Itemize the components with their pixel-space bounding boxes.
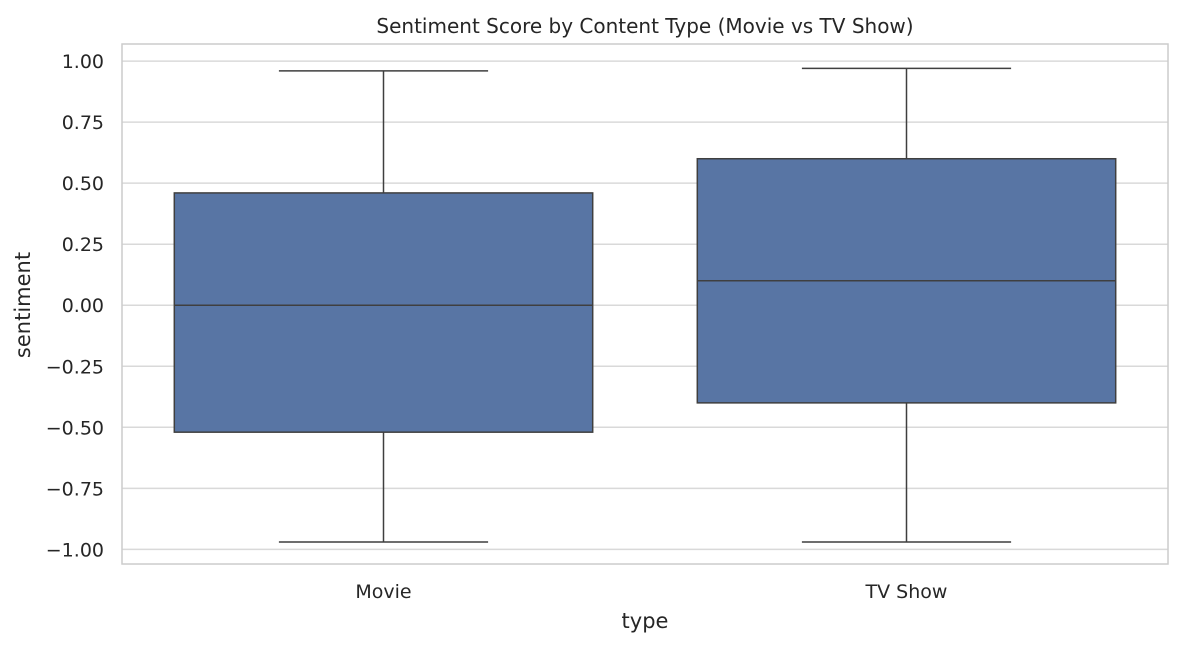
y-tick-label: −1.00 <box>46 539 104 561</box>
y-tick-label: −0.50 <box>46 417 104 439</box>
y-tick-label: 0.75 <box>62 112 104 134</box>
y-axis-label: sentiment <box>11 252 35 358</box>
plot-frame <box>121 43 1169 565</box>
y-tick-label: −0.25 <box>46 356 104 378</box>
y-tick-label: 0.00 <box>62 295 104 317</box>
chart-title: Sentiment Score by Content Type (Movie v… <box>376 14 913 38</box>
x-axis-label: type <box>622 609 669 633</box>
x-tick-label: Movie <box>355 581 411 603</box>
x-tick-labels: Movie TV Show <box>355 581 947 603</box>
box-tv-show <box>696 67 1117 543</box>
boxes <box>173 67 1117 543</box>
x-tick-label: TV Show <box>865 581 948 603</box>
y-tick-label: −0.75 <box>46 478 104 500</box>
box-movie <box>173 70 594 543</box>
y-tick-labels: 1.00 0.75 0.50 0.25 0.00 −0.25 −0.50 −0.75 −1.00 <box>46 51 104 561</box>
y-tick-label: 0.25 <box>62 234 104 256</box>
y-tick-label: 0.50 <box>62 173 104 195</box>
y-tick-label: 1.00 <box>62 51 104 73</box>
iqr-box <box>173 192 594 433</box>
